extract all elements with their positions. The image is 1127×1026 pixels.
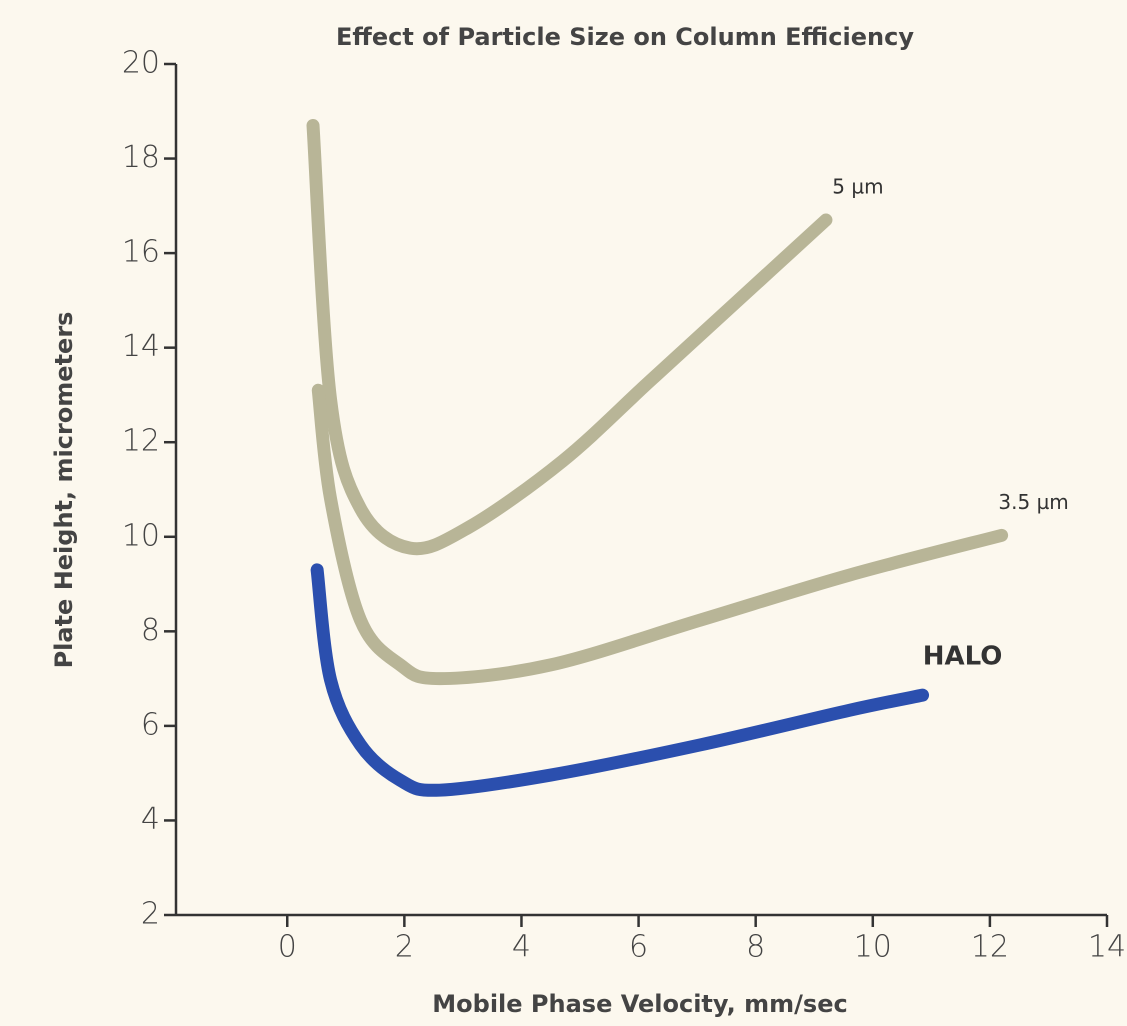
y-tick-label: 12	[122, 424, 160, 459]
y-tick-label: 4	[141, 802, 160, 837]
y-tick-label: 18	[122, 140, 160, 175]
y-tick-label: 2	[141, 897, 160, 932]
series-label: 5 µm	[832, 175, 883, 199]
y-tick-label: 20	[122, 46, 160, 81]
x-tick-label: 8	[746, 930, 765, 965]
y-tick-label: 14	[122, 329, 160, 364]
y-tick-label: 16	[122, 235, 160, 270]
y-tick-label: 8	[141, 613, 160, 648]
x-tick-label: 2	[395, 930, 414, 965]
x-tick-label: 4	[512, 930, 531, 965]
chart-title: Effect of Particle Size on Column Effici…	[336, 23, 914, 51]
x-tick-label: 10	[854, 930, 892, 965]
line-series	[310, 563, 930, 797]
x-tick-label: 12	[971, 930, 1009, 965]
x-tick-label: 14	[1088, 930, 1126, 965]
x-axis-label: Mobile Phase Velocity, mm/sec	[432, 990, 847, 1018]
y-tick-label: 10	[122, 518, 160, 553]
y-tick-label: 6	[141, 707, 160, 742]
y-axis-label: Plate Height, micrometers	[50, 312, 78, 669]
series-label: 3.5 µm	[998, 490, 1068, 514]
x-tick-label: 0	[278, 930, 297, 965]
line-series	[306, 118, 833, 556]
series-label: HALO	[923, 642, 1003, 672]
x-tick-label: 6	[629, 930, 648, 965]
line-series	[311, 383, 1009, 686]
